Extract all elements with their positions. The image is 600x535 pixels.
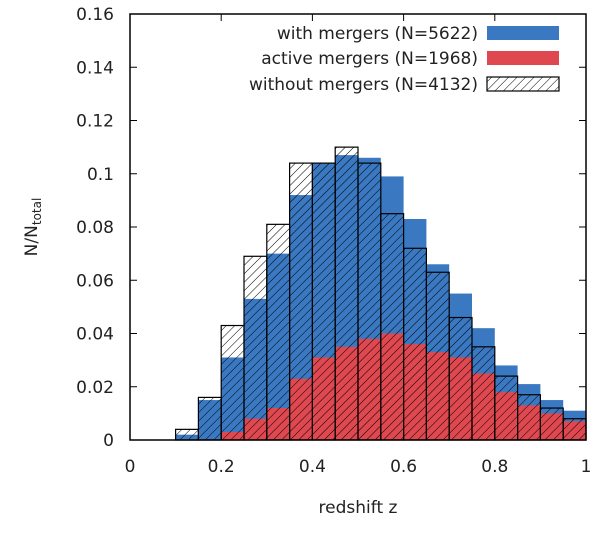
x-tick-label: 0 [125,457,136,477]
legend-swatch-with-mergers [487,26,559,40]
bar-without-mergers [562,418,587,441]
legend: with mergers (N=5622) active mergers (N=… [249,24,560,95]
bar-without-mergers [197,396,222,441]
bar-without-mergers [243,255,268,441]
bars-without-mergers [175,146,587,441]
legend-swatch-active-mergers [487,51,559,65]
plot-frame [129,13,587,441]
y-axis-label-subscript: total [30,198,44,225]
bar-without-mergers [220,324,245,441]
y-tick-label: 0.08 [76,218,114,238]
y-tick-label: 0 [103,431,114,451]
bar-without-mergers [311,162,336,441]
y-axis-label: N/Ntotal [22,198,44,257]
bar-without-mergers [471,346,496,441]
bar-without-mergers [357,162,382,441]
y-tick-label: 0.16 [76,5,114,25]
y-axis-label-main: N/N [22,225,42,256]
y-tick-label: 0.12 [76,112,114,132]
x-axis-label: redshift z [319,498,398,518]
y-tick-label: 0.04 [76,325,114,345]
bar-without-mergers [425,271,450,441]
y-tick-label: 0.02 [76,378,114,398]
bar-without-mergers [448,316,473,441]
bar-without-mergers [289,162,314,441]
x-tick-label: 0.6 [390,457,417,477]
bar-without-mergers [175,428,200,441]
bar-without-mergers [494,375,519,441]
y-tick-label: 0.1 [87,165,114,185]
bar-without-mergers [380,213,405,441]
legend-label-with-mergers: with mergers (N=5622) [277,24,478,44]
x-tick-label: 0.4 [299,457,326,477]
bar-without-mergers [516,394,541,441]
bar-without-mergers [266,223,291,441]
y-tick-label: 0.06 [76,271,114,291]
legend-label-active-mergers: active mergers (N=1968) [261,49,478,69]
legend-swatch-without-mergers [486,76,560,92]
bar-without-mergers [334,146,359,441]
tick-labels: 0 0.2 0.4 0.6 0.8 1 0 0.02 0.04 0.06 0.08 0.1 0.12 0.… [76,5,591,477]
x-tick-label: 1 [581,457,592,477]
x-tick-label: 0.2 [208,457,235,477]
y-tick-label: 0.14 [76,58,114,78]
legend-label-without-mergers: without mergers (N=4132) [249,75,478,95]
x-tick-label: 0.8 [481,457,508,477]
bar-without-mergers [539,407,564,441]
bar-without-mergers [403,247,428,441]
